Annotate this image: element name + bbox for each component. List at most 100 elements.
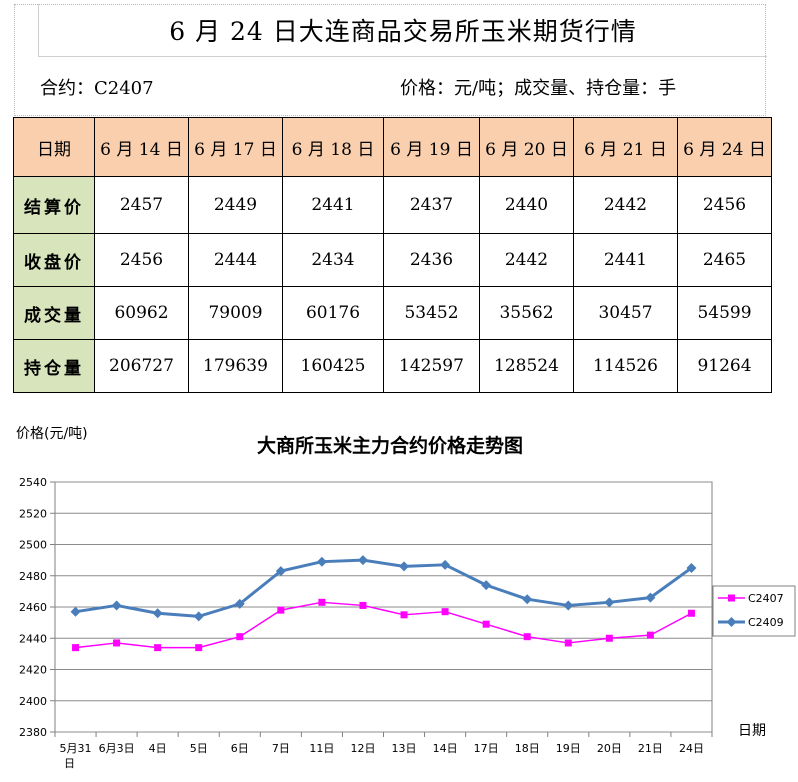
data-point <box>359 601 367 609</box>
data-point <box>522 594 533 605</box>
table-cell: 2456 <box>677 176 772 234</box>
table-cell: 114526 <box>573 339 678 393</box>
chart-svg: 大商所玉米主力合约价格走势图 价格(元/吨) 日期 2380 2400 2420 24… <box>16 426 796 770</box>
date-col-7: 6 月 24 日 <box>677 117 772 177</box>
row-label-open-interest: 持仓量 <box>13 339 95 393</box>
x-tick-label: 24日 <box>679 742 704 755</box>
data-point <box>563 600 574 611</box>
y-tick-label: 2480 <box>19 570 47 583</box>
series-line-C2409 <box>75 558 693 618</box>
date-col-3: 6 月 18 日 <box>282 117 384 177</box>
y-tick-label: 2400 <box>19 695 47 708</box>
table-cell: 2465 <box>677 233 772 287</box>
data-point <box>564 639 572 647</box>
table-cell: 60176 <box>282 286 384 340</box>
table-cell: 2437 <box>383 176 480 234</box>
x-tick-label: 6日 <box>231 742 249 755</box>
data-point <box>604 597 615 608</box>
data-point <box>316 556 327 567</box>
y-axis-label: 价格(元/吨) <box>16 426 88 442</box>
legend-box <box>712 585 796 637</box>
row-label-settle: 结算价 <box>13 176 95 234</box>
table-cell: 160425 <box>282 339 384 393</box>
series-line-C2407 <box>75 601 692 649</box>
table-cell: 2442 <box>479 233 574 287</box>
row-label-volume: 成交量 <box>13 286 95 340</box>
data-point <box>441 608 449 616</box>
data-point <box>645 592 656 603</box>
data-point <box>70 606 81 617</box>
table-cell: 2441 <box>573 233 678 287</box>
date-header-label: 日期 <box>13 117 95 177</box>
date-col-2: 6 月 17 日 <box>188 117 283 177</box>
table-cell: 2457 <box>94 176 189 234</box>
table-cell: 91264 <box>677 339 772 393</box>
table-header-row: 日期 6 月 14 日 6 月 17 日 6 月 18 日 6 月 19 日 6… <box>13 117 772 177</box>
data-point <box>605 634 613 642</box>
table-cell: 60962 <box>94 286 189 340</box>
x-tick-label: 12日 <box>350 742 375 755</box>
table-row: 收盘价 2456 2444 2434 2436 2442 2441 2465 <box>13 233 772 287</box>
table-cell: 142597 <box>383 339 480 393</box>
y-tick-label: 2460 <box>19 601 47 614</box>
table-cell: 179639 <box>188 339 283 393</box>
table-cell: 53452 <box>383 286 480 340</box>
table-cell: 79009 <box>188 286 283 340</box>
x-tick-label: 7日 <box>272 742 290 755</box>
table-row: 成交量 60962 79009 60176 53452 35562 30457 … <box>13 286 772 340</box>
data-point <box>523 633 531 641</box>
table-cell: 2441 <box>282 176 384 234</box>
quote-table: 日期 6 月 14 日 6 月 17 日 6 月 18 日 6 月 19 日 6… <box>13 117 772 393</box>
date-col-5: 6 月 20 日 <box>479 117 574 177</box>
data-point <box>154 644 162 652</box>
table-cell: 206727 <box>94 339 189 393</box>
table-cell: 2440 <box>479 176 574 234</box>
x-tick-label: 6月3日 <box>99 742 135 755</box>
x-axis-label: 日期 <box>738 723 766 739</box>
data-point <box>193 611 204 622</box>
table-cell: 2444 <box>188 233 283 287</box>
data-point <box>318 598 326 606</box>
table-row: 结算价 2457 2449 2441 2437 2440 2442 2456 <box>13 176 772 234</box>
legend-marker <box>728 594 735 602</box>
y-tick-label: 2500 <box>19 539 47 552</box>
date-col-6: 6 月 21 日 <box>573 117 678 177</box>
data-point <box>482 620 490 628</box>
x-tick-label: 19日 <box>556 742 581 755</box>
x-tick-label: 21日 <box>638 742 663 755</box>
table-cell: 128524 <box>479 339 574 393</box>
legend-label: C2409 <box>748 616 784 629</box>
data-point <box>111 600 122 611</box>
price-chart: 大商所玉米主力合约价格走势图 价格(元/吨) 日期 2380 2400 2420 24… <box>0 412 798 778</box>
x-tick-label: 14日 <box>433 742 458 755</box>
data-point <box>440 559 451 570</box>
data-point <box>646 631 654 639</box>
x-tick-label: 17日 <box>474 742 499 755</box>
data-point <box>400 611 408 619</box>
y-tick-label: 2380 <box>19 726 47 739</box>
x-tick-label: 20日 <box>597 742 622 755</box>
table-cell: 2434 <box>282 233 384 287</box>
data-point <box>72 644 80 652</box>
y-tick-label: 2440 <box>19 632 47 645</box>
table-cell: 35562 <box>479 286 574 340</box>
data-point <box>152 608 163 619</box>
x-tick-label: 11日 <box>309 742 334 755</box>
table-cell: 30457 <box>573 286 678 340</box>
table-cell: 2436 <box>383 233 480 287</box>
y-tick-label: 2520 <box>19 507 47 520</box>
units-label: 价格：元/吨；成交量、持仓量：手 <box>400 78 677 99</box>
table-row: 持仓量 206727 179639 160425 142597 128524 1… <box>13 339 772 393</box>
data-point <box>275 566 286 577</box>
x-tick-label: 5月31 日 <box>60 742 92 770</box>
data-point <box>686 562 697 573</box>
contract-label: 合约：C2407 <box>40 78 154 99</box>
x-tick-label: 4日 <box>149 742 167 755</box>
y-tick-label: 2540 <box>19 476 47 489</box>
data-point <box>687 609 695 617</box>
x-tick-label: 18日 <box>515 742 540 755</box>
legend-label: C2407 <box>748 592 784 605</box>
data-point <box>234 598 245 609</box>
data-point <box>357 555 368 566</box>
data-point <box>481 580 492 591</box>
